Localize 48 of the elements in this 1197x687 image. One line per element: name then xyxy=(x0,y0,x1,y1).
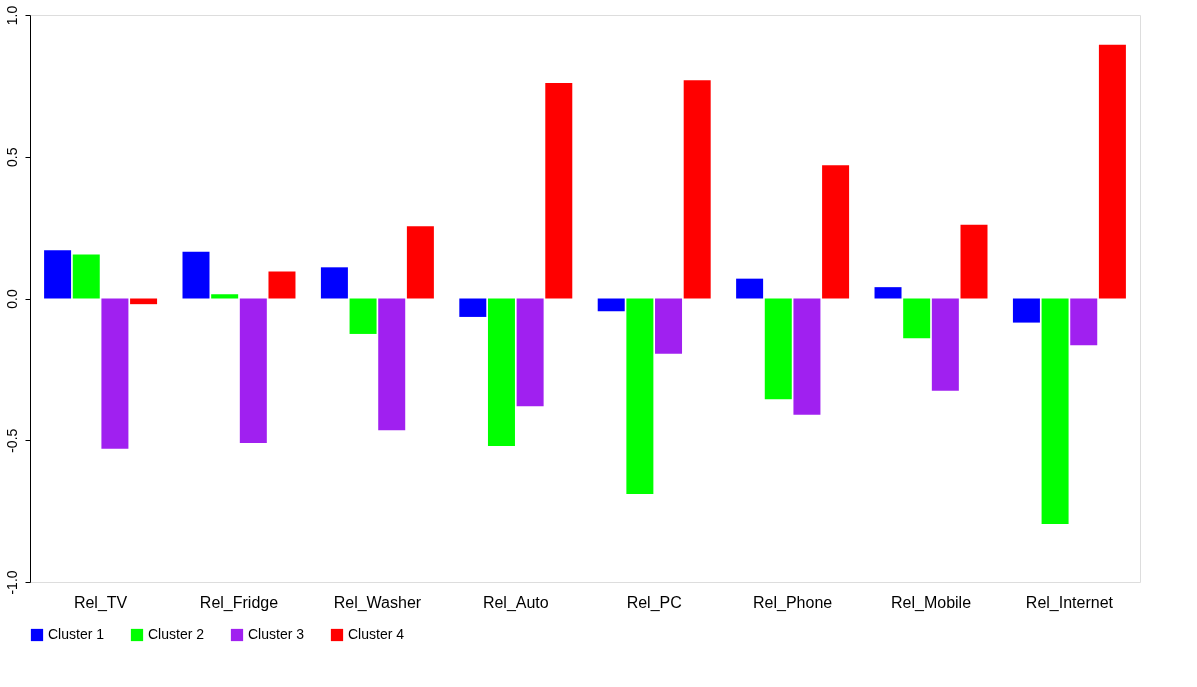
x-tick-label: Rel_Phone xyxy=(753,593,833,612)
x-tick-label: Rel_Auto xyxy=(482,593,549,612)
bar xyxy=(545,83,573,299)
x-tick-label: Rel_Mobile xyxy=(890,593,972,612)
bar xyxy=(1070,298,1098,346)
bar xyxy=(516,298,544,407)
bar xyxy=(320,267,348,299)
bar xyxy=(931,298,959,391)
y-tick-label: 0.0 xyxy=(3,289,20,309)
y-tick-label: 1.0 xyxy=(3,5,20,26)
bar xyxy=(487,298,515,446)
bar xyxy=(736,278,764,299)
bar xyxy=(683,80,711,299)
legend-label: Cluster 4 xyxy=(348,626,405,642)
bar xyxy=(903,298,931,339)
bar xyxy=(182,251,210,299)
bar xyxy=(655,298,683,354)
bar xyxy=(44,250,72,299)
x-tick-label: Rel_Internet xyxy=(1025,593,1114,612)
x-tick-label: Rel_PC xyxy=(626,593,682,612)
bar xyxy=(268,271,296,299)
legend-label: Cluster 2 xyxy=(148,626,205,642)
legend-label: Cluster 1 xyxy=(48,626,105,642)
bar xyxy=(101,298,129,449)
legend-label: Cluster 3 xyxy=(248,626,305,642)
bar xyxy=(1098,44,1126,299)
bar xyxy=(960,224,988,299)
bar xyxy=(597,298,625,312)
y-tick-label: 0.5 xyxy=(3,147,20,167)
y-tick-label: -1.0 xyxy=(3,570,20,595)
bar xyxy=(378,298,406,431)
bar xyxy=(764,298,792,400)
x-tick-label: Rel_TV xyxy=(73,593,128,612)
bar xyxy=(211,294,239,299)
bar xyxy=(406,226,434,299)
y-tick-label: -0.5 xyxy=(3,428,20,453)
bar xyxy=(239,298,267,444)
x-tick-label: Rel_Washer xyxy=(333,593,422,612)
bar xyxy=(459,298,487,317)
bar xyxy=(793,298,821,415)
bar xyxy=(874,287,902,299)
bar xyxy=(1012,298,1040,323)
bar xyxy=(72,254,100,299)
bar xyxy=(626,298,654,495)
x-tick-label: Rel_Fridge xyxy=(199,593,279,612)
bar xyxy=(822,165,850,299)
bar xyxy=(1041,298,1069,524)
bar xyxy=(349,298,377,334)
